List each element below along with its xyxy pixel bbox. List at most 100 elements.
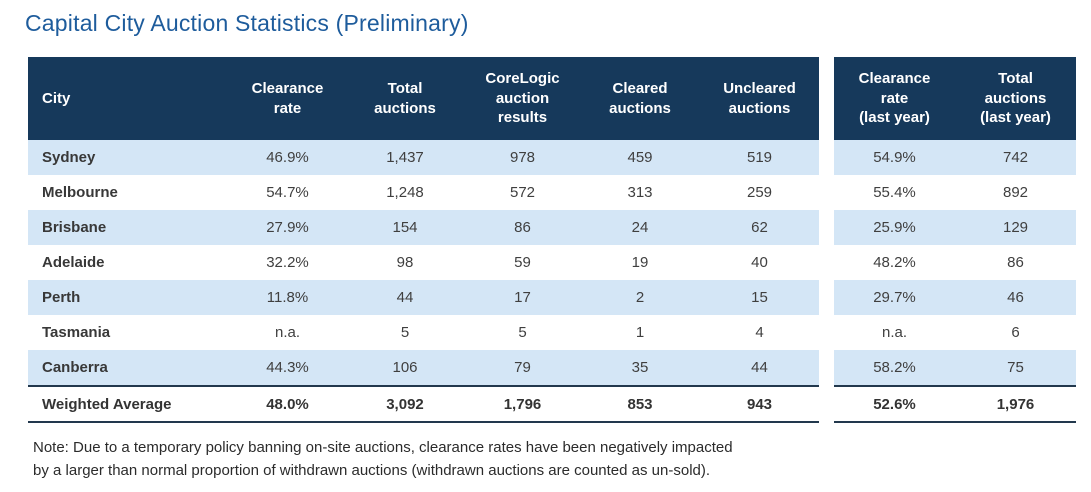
value-cell: 15: [751, 289, 768, 306]
weighted-average-label: Weighted Average: [42, 395, 172, 413]
city-cell: Sydney: [42, 149, 96, 166]
value-cell: 75: [1007, 359, 1024, 376]
value-cell: 52.6%: [873, 395, 916, 413]
column-header-clearance-rate-last-year: Clearance rate (last year): [834, 57, 955, 140]
value-cell: 742: [1002, 149, 1029, 166]
value-cell: 106: [392, 359, 418, 376]
column-header-city: City: [28, 57, 230, 140]
table-row: Brisbane 27.9% 154 86 24 62: [28, 210, 819, 245]
value-cell: 46: [1007, 289, 1024, 306]
value-cell: 5: [518, 324, 527, 341]
value-cell: 6: [1011, 324, 1020, 341]
value-cell: 32.2%: [266, 254, 309, 271]
value-cell: 86: [1007, 254, 1024, 271]
value-cell: 1,437: [386, 149, 424, 166]
auction-statistics-table: City Clearance rate Total auctions CoreL…: [28, 57, 819, 423]
value-cell: 44: [396, 289, 414, 306]
value-cell: 98: [396, 254, 414, 271]
value-cell: 54.7%: [266, 184, 309, 201]
value-cell: 572: [509, 184, 536, 201]
value-cell: 943: [746, 395, 773, 413]
weighted-average-row: Weighted Average 48.0% 3,092 1,796 853 9…: [28, 386, 819, 422]
column-header-clearance-rate: Clearance rate: [230, 57, 345, 140]
value-cell: n.a.: [881, 324, 908, 341]
value-cell: 3,092: [386, 395, 424, 413]
value-cell: 54.9%: [873, 149, 916, 166]
last-year-table-header: Clearance rate (last year) Total auction…: [834, 57, 1076, 140]
tables-container: City Clearance rate Total auctions CoreL…: [28, 57, 1076, 423]
column-header-uncleared-auctions: Uncleared auctions: [700, 57, 819, 140]
value-cell: 55.4%: [873, 184, 916, 201]
table-row: 55.4% 892: [834, 175, 1076, 210]
value-cell: 59: [514, 254, 531, 271]
table-row: 58.2% 75: [834, 350, 1076, 386]
value-cell: 79: [514, 359, 531, 376]
value-cell: 19: [631, 254, 649, 271]
city-cell: Perth: [42, 289, 81, 306]
value-cell: 1,796: [503, 395, 542, 413]
value-cell: 978: [509, 149, 536, 166]
value-cell: 86: [514, 219, 531, 236]
footnote-line: Note: Due to a temporary policy banning …: [33, 439, 733, 456]
main-table-body: Sydney 46.9% 1,437 978 459 519 Melbourne 54.7% 1…: [28, 140, 819, 386]
value-cell: 519: [746, 149, 773, 166]
table-row: Tasmania n.a. 5 5 1 4: [28, 315, 819, 350]
header-row: City Clearance rate Total auctions CoreL…: [28, 57, 819, 140]
last-year-table-footer: 52.6% 1,976: [834, 386, 1076, 422]
footnote: Note: Due to a temporary policy banning …: [33, 437, 733, 482]
last-year-statistics-table: Clearance rate (last year) Total auction…: [834, 57, 1076, 423]
value-cell: 5: [400, 324, 410, 341]
value-cell: 29.7%: [873, 289, 916, 306]
value-cell: 129: [1002, 219, 1029, 236]
column-header-cleared-auctions: Cleared auctions: [580, 57, 700, 140]
value-cell: 27.9%: [266, 219, 309, 236]
value-cell: n.a.: [274, 324, 301, 341]
page-title: Capital City Auction Statistics (Prelimi…: [25, 10, 469, 36]
value-cell: 4: [755, 324, 764, 341]
column-header-total-auctions: Total auctions: [345, 57, 465, 140]
footnote-line: by a larger than normal proportion of wi…: [33, 461, 711, 479]
value-cell: 24: [631, 219, 649, 236]
value-cell: 853: [627, 395, 653, 413]
table-row: Sydney 46.9% 1,437 978 459 519: [28, 140, 819, 175]
column-header-total-auctions-last-year: Total auctions (last year): [955, 57, 1076, 140]
value-cell: 892: [1002, 184, 1029, 201]
value-cell: 2: [635, 289, 645, 306]
value-cell: 1: [635, 324, 645, 341]
value-cell: 17: [514, 289, 531, 306]
table-row: 48.2% 86: [834, 245, 1076, 280]
value-cell: 459: [627, 149, 653, 166]
value-cell: 48.0%: [266, 395, 309, 413]
value-cell: 1,976: [996, 395, 1035, 413]
main-table-header: City Clearance rate Total auctions CoreL…: [28, 57, 819, 140]
table-row: Canberra 44.3% 106 79 35 44: [28, 350, 819, 386]
value-cell: 48.2%: [873, 254, 916, 271]
value-cell: 58.2%: [873, 359, 916, 376]
value-cell: 11.8%: [266, 289, 309, 306]
main-table-footer: Weighted Average 48.0% 3,092 1,796 853 9…: [28, 386, 819, 422]
value-cell: 259: [746, 184, 773, 201]
value-cell: 154: [392, 219, 418, 236]
column-header-corelogic-results: CoreLogic auction results: [465, 57, 580, 140]
header-row: Clearance rate (last year) Total auction…: [834, 57, 1076, 140]
city-cell: Brisbane: [42, 219, 107, 236]
value-cell: 46.9%: [266, 149, 309, 166]
value-cell: 40: [751, 254, 768, 271]
table-row: Perth 11.8% 44 17 2 15: [28, 280, 819, 315]
last-year-table-body: 54.9% 742 55.4% 892 25.9% 129 48.2% 86 29.7% 46 n.…: [834, 140, 1076, 386]
value-cell: 62: [751, 219, 768, 236]
table-row: 29.7% 46: [834, 280, 1076, 315]
value-cell: 25.9%: [873, 219, 916, 236]
value-cell: 1,248: [386, 184, 424, 201]
city-cell: Adelaide: [42, 254, 105, 271]
city-cell: Tasmania: [42, 324, 111, 341]
table-row: 25.9% 129: [834, 210, 1076, 245]
table-row: 54.9% 742: [834, 140, 1076, 175]
value-cell: 35: [631, 359, 649, 376]
value-cell: 313: [627, 184, 653, 201]
table-row: Adelaide 32.2% 98 59 19 40: [28, 245, 819, 280]
table-row: Melbourne 54.7% 1,248 572 313 259: [28, 175, 819, 210]
value-cell: 44.3%: [266, 359, 309, 376]
weighted-average-row: 52.6% 1,976: [834, 386, 1076, 422]
